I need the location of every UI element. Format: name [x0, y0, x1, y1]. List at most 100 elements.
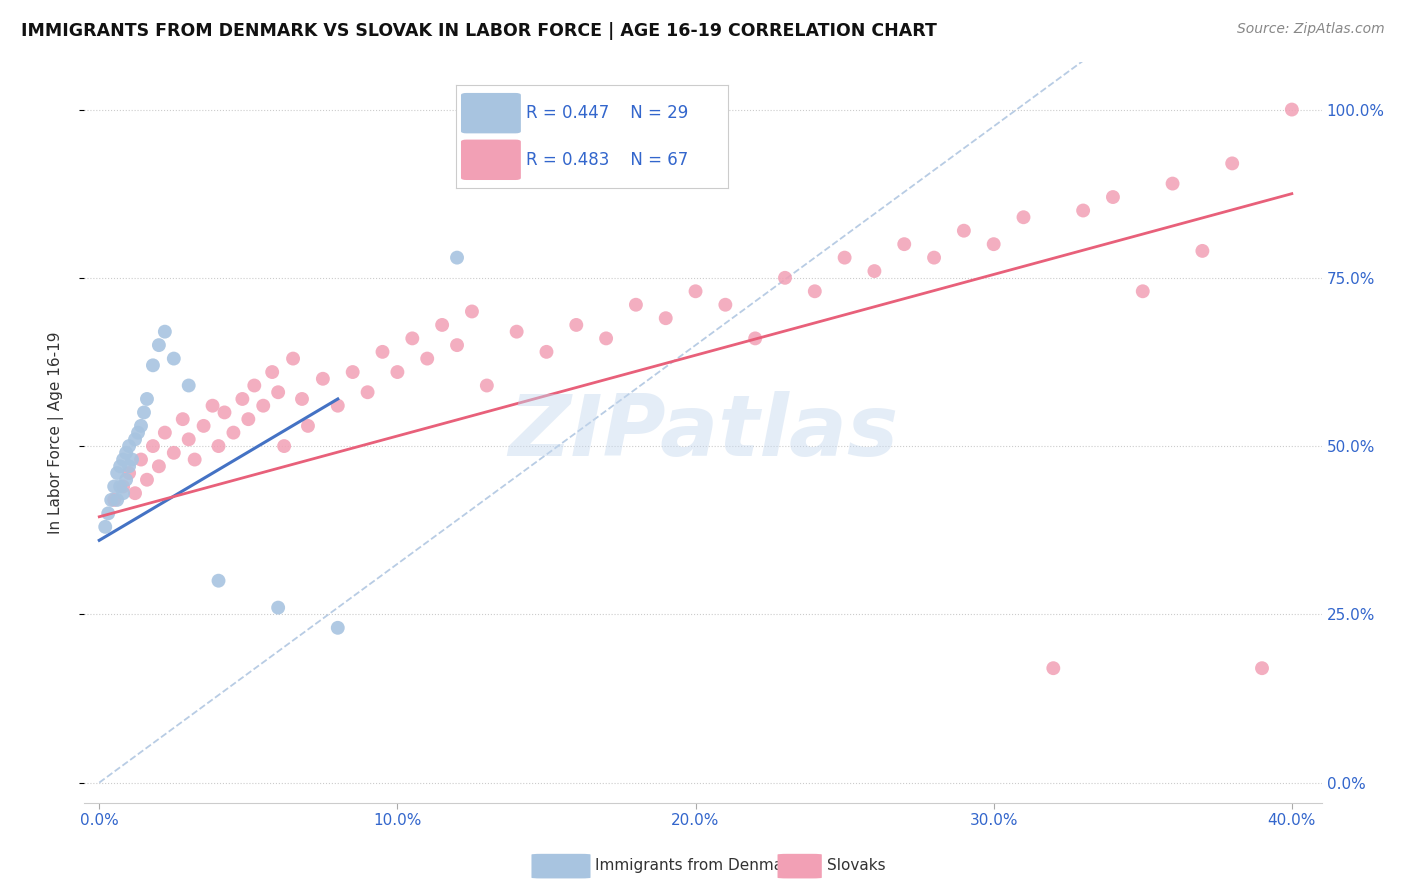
Point: [654, 311, 676, 326]
Point: [371, 344, 394, 359]
Point: [115, 446, 138, 460]
Point: [177, 378, 200, 392]
Point: [326, 621, 349, 635]
Point: [243, 378, 266, 392]
Point: [312, 372, 335, 386]
Point: [505, 325, 527, 339]
FancyBboxPatch shape: [531, 854, 591, 879]
Point: [1132, 285, 1154, 299]
Point: [1042, 661, 1064, 675]
Point: [1191, 244, 1213, 258]
Point: [129, 452, 152, 467]
Point: [804, 285, 827, 299]
Point: [1251, 661, 1274, 675]
FancyBboxPatch shape: [778, 854, 821, 879]
Point: [118, 466, 141, 480]
Point: [127, 425, 149, 440]
Point: [112, 486, 135, 500]
Point: [252, 399, 274, 413]
Point: [281, 351, 304, 366]
Point: [1102, 190, 1125, 204]
Point: [108, 459, 131, 474]
Point: [193, 418, 215, 433]
Point: [163, 351, 186, 366]
Point: [401, 331, 423, 345]
Point: [446, 251, 468, 265]
Point: [183, 452, 205, 467]
Point: [565, 318, 588, 332]
Point: [94, 520, 117, 534]
Point: [624, 298, 647, 312]
Point: [714, 298, 737, 312]
Point: [100, 492, 122, 507]
Point: [136, 392, 159, 406]
Point: [148, 338, 170, 352]
Point: [446, 338, 468, 352]
Point: [1161, 177, 1184, 191]
Point: [475, 378, 498, 392]
Point: [863, 264, 886, 278]
Point: [105, 492, 128, 507]
Point: [207, 574, 229, 588]
Point: [983, 237, 1005, 252]
Point: [103, 479, 125, 493]
Point: [124, 433, 146, 447]
Point: [461, 304, 484, 318]
Point: [773, 270, 796, 285]
Y-axis label: In Labor Force | Age 16-19: In Labor Force | Age 16-19: [48, 331, 63, 534]
Text: Slovaks: Slovaks: [827, 858, 886, 872]
Point: [177, 433, 200, 447]
Point: [744, 331, 766, 345]
Point: [115, 473, 138, 487]
Point: [326, 399, 349, 413]
Point: [595, 331, 617, 345]
Point: [222, 425, 245, 440]
Point: [893, 237, 915, 252]
Point: [142, 359, 165, 373]
Point: [112, 479, 135, 493]
Point: [922, 251, 945, 265]
Point: [142, 439, 165, 453]
Point: [297, 418, 319, 433]
Point: [105, 466, 128, 480]
Point: [108, 479, 131, 493]
Point: [430, 318, 453, 332]
Point: [148, 459, 170, 474]
Point: [416, 351, 439, 366]
Point: [262, 365, 284, 379]
Point: [201, 399, 224, 413]
Point: [231, 392, 253, 406]
Point: [118, 439, 141, 453]
Point: [291, 392, 314, 406]
Point: [267, 600, 290, 615]
Point: [387, 365, 409, 379]
Point: [342, 365, 364, 379]
Point: [214, 405, 236, 419]
Text: ZIPatlas: ZIPatlas: [508, 391, 898, 475]
Text: IMMIGRANTS FROM DENMARK VS SLOVAK IN LABOR FORCE | AGE 16-19 CORRELATION CHART: IMMIGRANTS FROM DENMARK VS SLOVAK IN LAB…: [21, 22, 936, 40]
Text: Immigrants from Denmark: Immigrants from Denmark: [596, 858, 799, 872]
Point: [1220, 156, 1243, 170]
Point: [153, 425, 176, 440]
Text: Source: ZipAtlas.com: Source: ZipAtlas.com: [1237, 22, 1385, 37]
Point: [103, 492, 125, 507]
Point: [953, 224, 976, 238]
Point: [685, 285, 707, 299]
Point: [124, 486, 146, 500]
Point: [238, 412, 260, 426]
Point: [536, 344, 558, 359]
Point: [129, 418, 152, 433]
Point: [1012, 211, 1035, 225]
Point: [163, 446, 186, 460]
Point: [97, 507, 120, 521]
Point: [267, 385, 290, 400]
Point: [1071, 203, 1094, 218]
Point: [172, 412, 194, 426]
Point: [207, 439, 229, 453]
Point: [136, 473, 159, 487]
Point: [356, 385, 378, 400]
Point: [273, 439, 295, 453]
Point: [834, 251, 856, 265]
Point: [132, 405, 155, 419]
Point: [121, 452, 143, 467]
